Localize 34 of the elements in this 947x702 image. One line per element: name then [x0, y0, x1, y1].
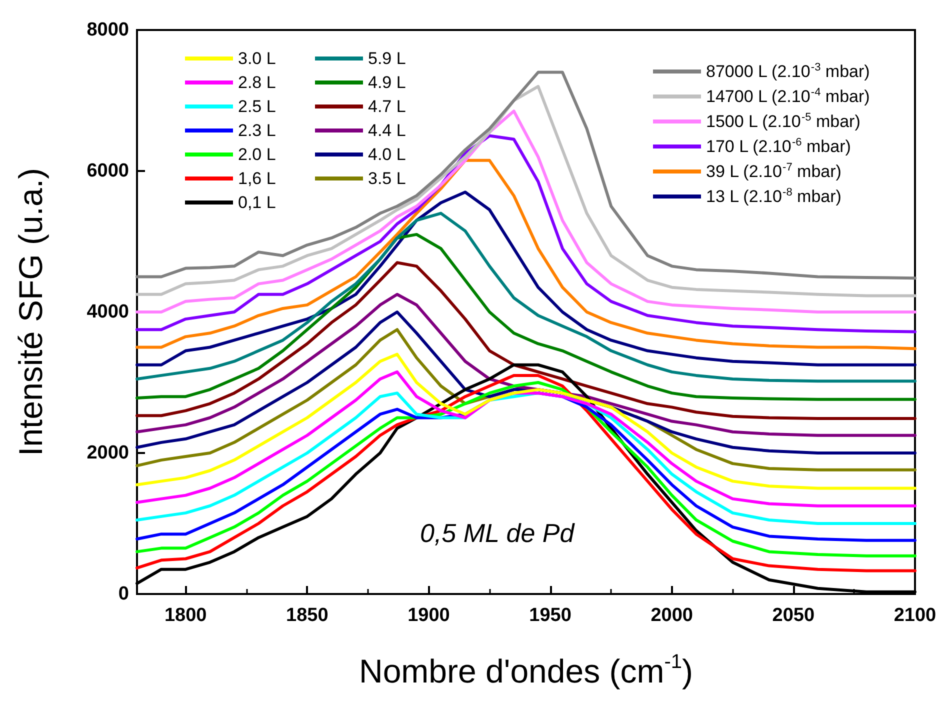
legend-label: 2.5 L [238, 97, 276, 116]
line-series [136, 232, 916, 401]
legend-label: 4.9 L [368, 73, 406, 92]
y-tick-label: 4000 [86, 302, 129, 322]
x-tick-label: 2050 [772, 605, 815, 626]
line-series [136, 158, 916, 350]
y-axis-title: Intensité SFG (u.a.) [12, 168, 49, 456]
legend-label: 4.4 L [368, 121, 406, 140]
legend-label: 2.8 L [238, 73, 276, 92]
annotation: 0,5 ML de Pd [420, 518, 576, 548]
x-tick-label: 2000 [650, 605, 694, 626]
legend-label: 3.0 L [238, 49, 276, 68]
y-tick-label: 0 [118, 584, 129, 604]
legend-label: 2.3 L [238, 121, 276, 140]
x-tick-label: 1850 [286, 605, 328, 626]
legend-label: 1,6 L [238, 169, 276, 188]
legend-label: 4.7 L [368, 97, 406, 116]
line-series [136, 352, 916, 490]
legend-label: 2.0 L [238, 145, 276, 164]
y-tick-label: 8000 [86, 20, 129, 40]
legend-label: 4.0 L [368, 145, 406, 164]
line-series [136, 292, 916, 437]
x-tick-label: 2100 [894, 605, 936, 626]
legend-label: 5.9 L [368, 49, 406, 68]
x-tick-label: 1800 [164, 605, 207, 626]
y-tick-label: 2000 [86, 442, 129, 464]
legend-label: 3.5 L [368, 169, 406, 188]
x-tick-label: 1900 [408, 605, 450, 626]
y-tick-label: 6000 [86, 160, 129, 182]
x-tick-label: 1950 [529, 605, 572, 626]
line-series [136, 370, 916, 508]
line-series [136, 212, 916, 383]
line-series [136, 261, 916, 420]
legend-label: 0,1 L [238, 193, 276, 212]
